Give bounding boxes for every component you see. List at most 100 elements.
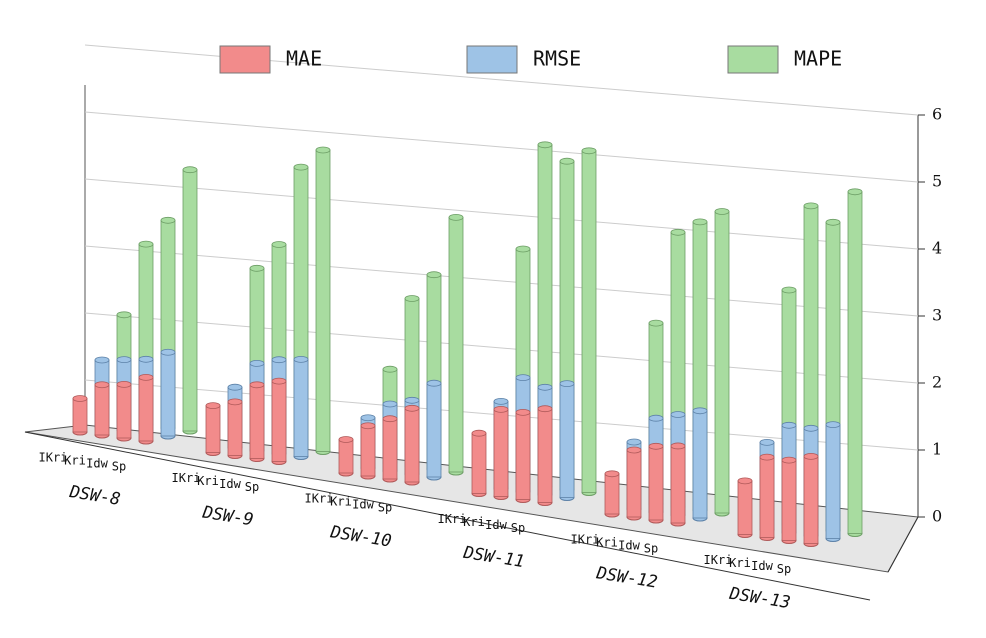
bar <box>759 456 775 538</box>
bar-top <box>360 422 376 430</box>
grid-line <box>84 312 919 384</box>
bar-top <box>781 456 797 464</box>
bar-top <box>205 402 221 410</box>
bar <box>227 401 243 456</box>
x-tick-label: Idw <box>86 457 108 471</box>
legend-swatch <box>466 45 518 74</box>
group-label: DSW-9 <box>200 502 255 530</box>
bar <box>537 408 553 503</box>
bar-top <box>182 166 198 174</box>
bars <box>72 141 863 547</box>
bar-top <box>781 286 797 294</box>
bar-top <box>537 383 553 391</box>
bar <box>116 383 132 439</box>
legend-swatch <box>727 45 779 74</box>
x-tick-label: Kri <box>64 454 86 468</box>
group-label: DSW-13 <box>727 584 792 614</box>
bar <box>72 398 88 433</box>
bar-top <box>382 415 398 423</box>
x-tick-label: IKri <box>704 553 733 567</box>
bar-top <box>581 147 597 155</box>
group-label: DSW-8 <box>67 482 122 510</box>
group-label: DSW-10 <box>328 522 393 552</box>
bar-top <box>493 405 509 413</box>
depth-axis-line <box>887 516 919 573</box>
x-tick-label: IKri <box>39 451 68 465</box>
bar <box>847 191 863 534</box>
bar-top <box>515 408 531 416</box>
bar-top <box>249 381 265 389</box>
x-axis-line <box>24 431 871 601</box>
bar-top <box>670 411 686 418</box>
bar-top <box>781 421 797 429</box>
bar-top <box>338 436 354 443</box>
bar <box>205 405 221 453</box>
x-tick-label: Kri <box>729 556 751 570</box>
bar <box>448 216 464 473</box>
x-tick-label: IKri <box>305 492 334 506</box>
bar-top <box>759 453 775 461</box>
bar <box>182 169 198 432</box>
bar-top <box>670 442 686 450</box>
bar <box>604 473 620 515</box>
legend-label: MAPE <box>794 47 842 71</box>
bar <box>471 432 487 494</box>
bar-top <box>382 400 398 408</box>
x-tick-label: Sp <box>245 480 259 494</box>
bar-top <box>714 208 730 215</box>
bar-top <box>803 424 819 432</box>
bar <box>138 376 154 442</box>
bar-top <box>227 383 243 391</box>
bar-top <box>803 452 819 460</box>
bar-top <box>559 380 575 388</box>
bar <box>426 382 442 478</box>
bar-top <box>160 348 176 356</box>
x-tick-label: Idw <box>485 518 507 532</box>
bar-top <box>404 404 420 412</box>
z-tick-label: 3 <box>932 306 942 325</box>
bar-top <box>515 374 531 382</box>
bar-top <box>116 356 132 364</box>
legend-swatch <box>219 45 271 74</box>
bar <box>781 459 797 541</box>
legend-label: MAE <box>286 47 322 71</box>
bar-top <box>692 218 708 226</box>
bar <box>160 351 176 437</box>
bar-top <box>271 377 287 385</box>
x-tick-label: Kri <box>596 536 618 550</box>
bar <box>493 408 509 497</box>
group-label: DSW-11 <box>461 543 526 573</box>
bar-top <box>404 396 420 404</box>
bar-top <box>847 188 863 196</box>
grid-line <box>84 245 919 317</box>
bar-top <box>737 477 753 485</box>
bar-top <box>670 228 686 236</box>
bar-top <box>537 141 553 149</box>
bar-top <box>448 213 464 221</box>
bar <box>338 439 354 474</box>
x-tick-label: Sp <box>777 562 791 576</box>
x-tick-label: Sp <box>511 521 525 535</box>
x-tick-label: Kri <box>197 474 219 488</box>
bar-top <box>626 446 642 454</box>
bar-top <box>116 380 132 388</box>
bar-top <box>426 379 442 387</box>
bar-top <box>648 319 664 327</box>
bar <box>293 358 309 457</box>
x-tick-label: Idw <box>618 539 640 553</box>
bar-top <box>138 240 154 248</box>
x-tick-label: IKri <box>172 471 201 485</box>
z-tick-label: 1 <box>932 440 942 459</box>
bar-top <box>825 218 841 226</box>
bar-top <box>271 241 287 248</box>
bar <box>515 411 531 500</box>
bar-top <box>648 414 664 422</box>
grid-line <box>84 178 919 250</box>
bar <box>404 407 420 483</box>
bar-top <box>382 365 398 373</box>
bar-top <box>249 264 265 272</box>
z-tick-label: 4 <box>932 239 942 258</box>
bar <box>626 449 642 518</box>
bar <box>559 383 575 498</box>
